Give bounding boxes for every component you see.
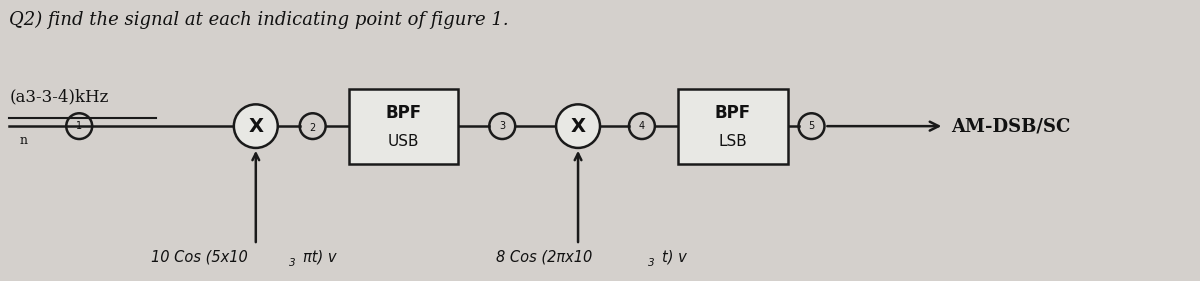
Text: BPF: BPF [715, 104, 751, 122]
Text: t) v: t) v [662, 250, 686, 265]
Text: 2: 2 [310, 123, 316, 133]
Text: 10 Cos (5x10: 10 Cos (5x10 [151, 250, 247, 265]
Text: 3: 3 [289, 258, 295, 268]
Text: Q2) find the signal at each indicating point of figure 1.: Q2) find the signal at each indicating p… [10, 10, 509, 29]
FancyBboxPatch shape [348, 89, 458, 164]
Text: LSB: LSB [719, 135, 748, 149]
Text: n: n [19, 134, 28, 147]
Text: 1: 1 [76, 121, 83, 131]
Text: X: X [570, 117, 586, 136]
Text: 8 Cos (2πx10: 8 Cos (2πx10 [497, 250, 593, 265]
FancyBboxPatch shape [678, 89, 787, 164]
Text: X: X [248, 117, 263, 136]
Text: 3: 3 [648, 258, 654, 268]
Circle shape [234, 104, 277, 148]
Text: 3: 3 [499, 121, 505, 131]
Text: (a3-3-4)kHz: (a3-3-4)kHz [10, 88, 109, 105]
Text: USB: USB [388, 135, 419, 149]
Text: AM-DSB/SC: AM-DSB/SC [952, 117, 1070, 135]
Text: πt) v: πt) v [302, 250, 336, 265]
Circle shape [556, 104, 600, 148]
Text: 4: 4 [638, 121, 644, 131]
Text: 5: 5 [809, 121, 815, 131]
Text: BPF: BPF [385, 104, 421, 122]
